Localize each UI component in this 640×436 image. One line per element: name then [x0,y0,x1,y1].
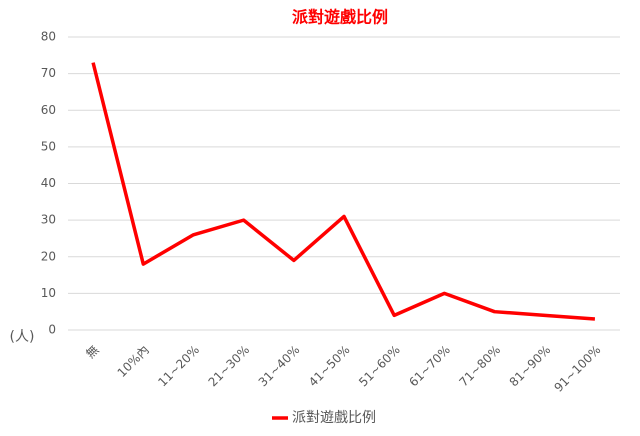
x-tick-label: 31~40% [256,343,303,390]
y-tick-label: 70 [41,66,56,80]
x-tick-label: 無 [83,342,102,361]
x-tick-label: 81~90% [507,343,554,390]
y-tick-label: 60 [41,103,56,117]
x-tick-label: 71~80% [456,343,503,390]
y-tick-label: 0 [48,323,56,337]
y-tick-label: 10 [41,286,56,300]
y-axis-label: (人) [10,329,35,345]
chart-title: 派對遊戲比例 [292,8,388,27]
x-tick-label: 11~20% [155,343,202,390]
line-series [91,62,596,321]
y-tick-label: 80 [41,30,56,44]
y-tick-label: 30 [41,213,56,227]
x-tick-label: 21~30% [206,343,253,390]
x-tick-label: 61~70% [406,343,453,390]
legend-label: 派對遊戲比例 [292,410,376,426]
y-tick-label: 20 [41,249,56,263]
x-tick-label: 41~50% [306,343,353,390]
x-tick-label: 10%內 [115,343,152,380]
y-tick-label: 40 [41,176,56,190]
x-tick-label: 51~60% [356,343,403,390]
y-tick-label: 50 [41,139,56,153]
x-tick-label: 91~100% [551,343,603,395]
